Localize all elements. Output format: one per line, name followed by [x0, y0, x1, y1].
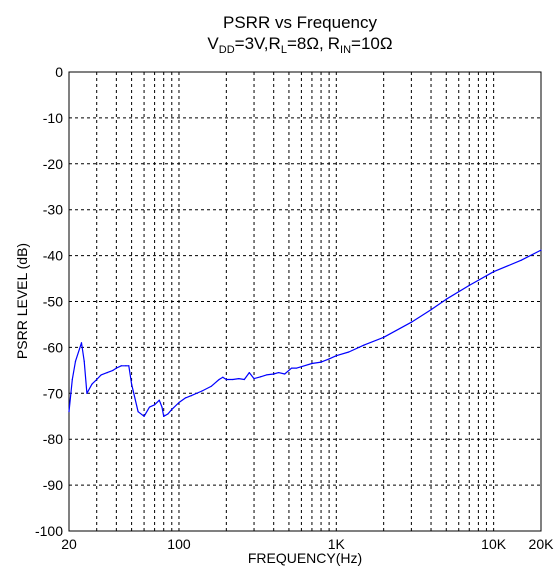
data-point [222, 376, 224, 378]
data-point [383, 336, 385, 338]
data-point [430, 309, 432, 311]
data-point [83, 360, 85, 362]
y-axis-label: PSRR LEVEL (dB) [14, 243, 30, 359]
data-point [225, 378, 227, 381]
data-point [273, 373, 275, 375]
data-point [540, 249, 542, 251]
data-point [161, 406, 163, 408]
chart-title: PSRR vs Frequency [223, 13, 377, 32]
x-tick-label: 20K [529, 536, 555, 552]
data-point [278, 372, 280, 374]
data-point [238, 378, 240, 380]
data-point [468, 284, 470, 287]
data-point [201, 390, 203, 392]
data-point [311, 362, 313, 365]
data-point [243, 378, 245, 381]
data-point [210, 385, 212, 388]
x-tick-label: 20 [61, 536, 77, 552]
data-point [232, 378, 234, 381]
data-point [86, 392, 88, 394]
data-point [80, 342, 83, 344]
y-tick-label: -40 [43, 248, 63, 264]
data-point [96, 378, 98, 381]
data-point [115, 367, 117, 369]
data-point [171, 408, 173, 410]
x-axis-label: FREQUENCY(Hz) [248, 550, 362, 566]
data-point [410, 321, 412, 323]
data-point [100, 374, 102, 376]
psrr-series-line [68, 249, 542, 417]
data-point [158, 399, 160, 401]
data-point [128, 365, 130, 367]
data-point [167, 413, 169, 415]
data-point [190, 394, 193, 397]
data-point [284, 373, 286, 375]
data-point [253, 378, 255, 380]
y-tick-label: -20 [43, 156, 63, 172]
data-point [106, 372, 108, 374]
y-tick-label: -30 [43, 202, 63, 218]
data-point [154, 404, 156, 406]
data-point [120, 365, 122, 367]
y-tick-label: -60 [43, 339, 63, 355]
x-tick-label: 10K [481, 536, 507, 552]
data-point [74, 360, 77, 362]
y-tick-label: -70 [43, 385, 63, 401]
data-point [91, 383, 93, 385]
data-point [131, 383, 133, 385]
data-point [493, 271, 495, 273]
data-point [520, 259, 522, 261]
data-point [291, 367, 293, 369]
data-point [348, 351, 350, 353]
data-point [68, 411, 70, 413]
plot-frame [68, 71, 542, 532]
y-tick-label: -10 [43, 110, 63, 126]
y-tick-label: 0 [55, 64, 63, 80]
grid-lines [69, 72, 541, 531]
data-point [265, 374, 268, 376]
data-point [137, 411, 139, 413]
data-point [143, 415, 145, 417]
data-point [148, 406, 151, 408]
chart-subtitle: VDD=3V,RL=8Ω, RIN=10Ω [207, 34, 392, 56]
x-tick-label: 1K [328, 536, 346, 552]
data-point [248, 372, 250, 374]
data-point [71, 378, 73, 381]
data-point [296, 367, 298, 369]
data-point [445, 298, 447, 300]
x-tick-label: 100 [167, 536, 191, 552]
series-layer [68, 249, 542, 417]
y-tick-label: -50 [43, 294, 63, 310]
y-tick-labels: 0 -10 -20 -30 -40 -50 -60 -70 -80 -90 -100 [35, 64, 63, 539]
y-tick-label: -90 [43, 477, 63, 493]
data-point [300, 366, 303, 368]
data-point [163, 415, 165, 417]
data-point [125, 365, 127, 367]
data-point [184, 397, 187, 399]
y-tick-label: -100 [35, 523, 63, 539]
data-point [320, 361, 322, 363]
data-point [218, 378, 220, 381]
x-tick-labels: 20 100 1K 10K 20K [61, 536, 554, 552]
data-point [178, 401, 180, 404]
data-point [363, 344, 365, 346]
y-tick-label: -80 [43, 431, 63, 447]
data-point [259, 376, 262, 378]
data-point [112, 369, 114, 371]
data-point [335, 355, 337, 357]
data-point [328, 358, 330, 360]
